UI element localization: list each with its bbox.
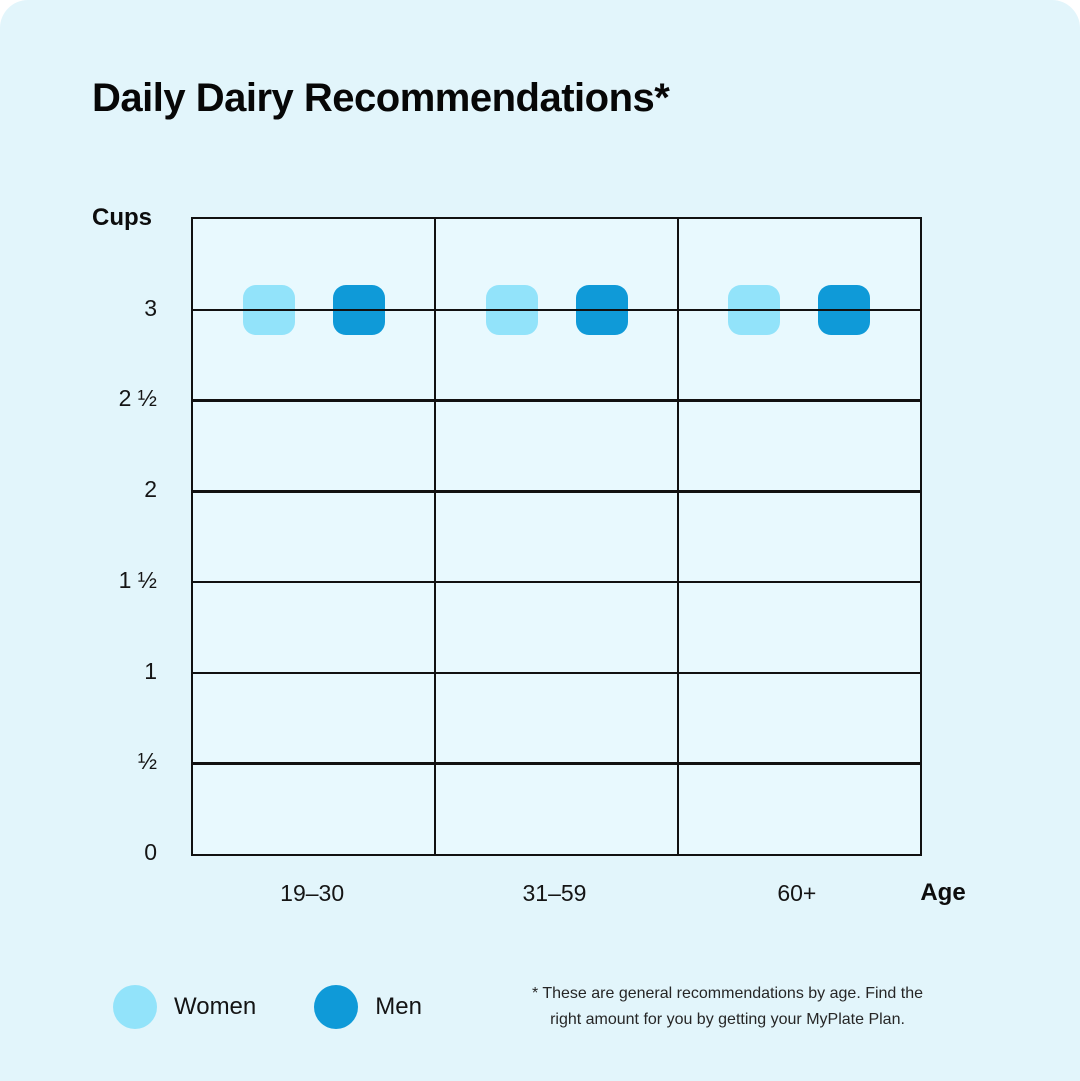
gridline-2 — [193, 490, 920, 493]
legend-swatch-men — [314, 984, 359, 1029]
x-axis-title: Age — [920, 879, 966, 906]
y-tick-label: 0 — [144, 839, 157, 865]
y-tick-label: 3 — [144, 294, 157, 321]
y-tick-label: 1 — [144, 657, 157, 684]
x-tick-label-19–30: 19–30 — [280, 880, 345, 906]
footnote-line-1: * These are general recommendations by a… — [531, 985, 924, 1002]
x-tick-label-31–59: 31–59 — [522, 880, 587, 906]
footnote-text: * These are general recommendations by a… — [500, 981, 955, 1033]
gridline-2.5 — [193, 399, 920, 402]
legend-label: Women — [174, 992, 257, 1020]
column-divider — [434, 219, 437, 854]
footnote-line-2: right amount for you by getting your MyP… — [550, 1011, 905, 1028]
y-tick-label: 1 ½ — [118, 566, 157, 593]
legend-item-women: Women — [113, 984, 257, 1029]
gridline-0.5 — [193, 762, 920, 765]
gridline-3 — [193, 308, 920, 312]
gridline-1.5 — [193, 580, 920, 584]
gridline-1 — [193, 671, 920, 675]
y-tick-label: ½ — [137, 748, 157, 775]
legend-item-men: Men — [314, 984, 422, 1029]
chart-plot-area — [191, 217, 922, 856]
legend: Women Men — [113, 984, 422, 1029]
column-divider — [676, 219, 679, 854]
page-title: Daily Dairy Recommendations* — [92, 76, 670, 120]
y-tick-label: 2 ½ — [118, 385, 157, 412]
y-tick-label: 2 — [144, 476, 157, 503]
legend-label: Men — [375, 992, 422, 1020]
legend-swatch-women — [113, 984, 157, 1029]
x-tick-label-60+: 60+ — [777, 880, 817, 906]
y-axis-title: Cups — [92, 204, 152, 231]
